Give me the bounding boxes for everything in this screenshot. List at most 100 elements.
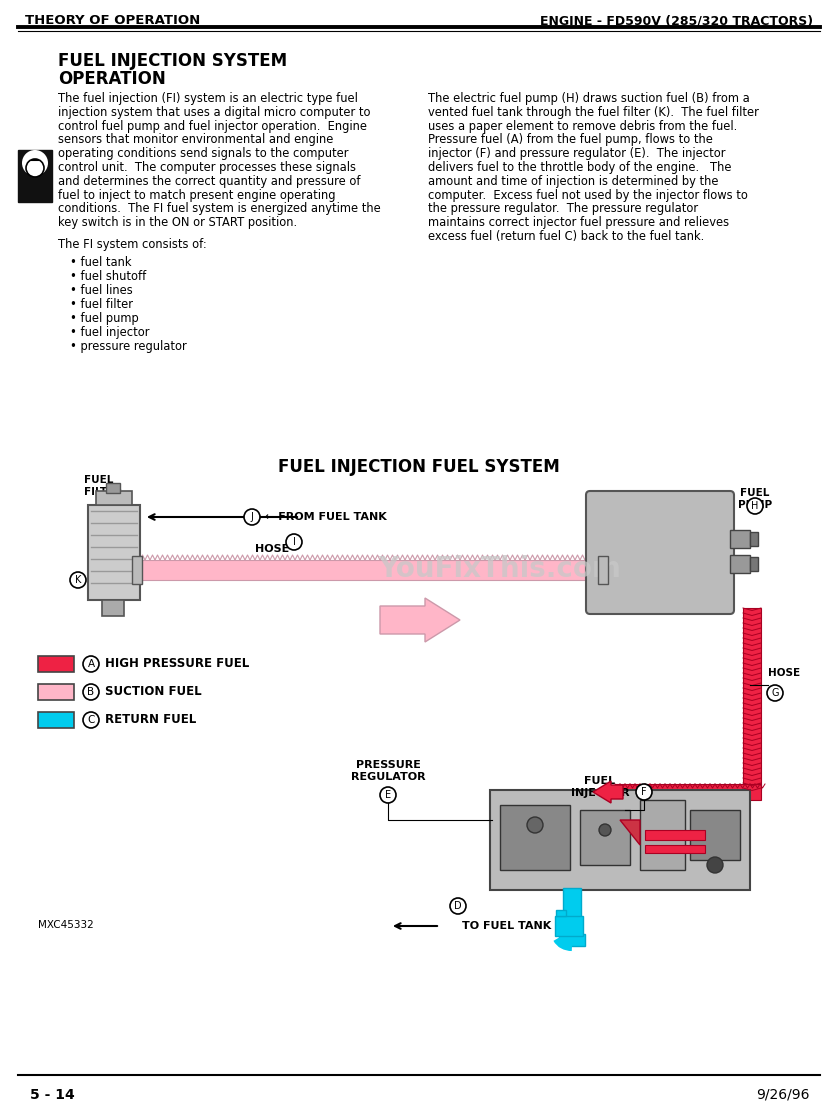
Circle shape bbox=[380, 787, 396, 803]
Text: G: G bbox=[771, 687, 779, 699]
Bar bbox=[490, 790, 750, 890]
FancyBboxPatch shape bbox=[586, 492, 734, 614]
Bar bbox=[38, 656, 74, 672]
Circle shape bbox=[707, 857, 723, 873]
Text: • pressure regulator: • pressure regulator bbox=[70, 340, 187, 353]
Text: RETURN FUEL: RETURN FUEL bbox=[105, 713, 196, 726]
Bar bbox=[102, 600, 124, 615]
Circle shape bbox=[747, 498, 763, 514]
Circle shape bbox=[286, 534, 302, 550]
Bar bbox=[730, 530, 750, 548]
Circle shape bbox=[70, 572, 86, 588]
Text: HIGH PRESSURE FUEL: HIGH PRESSURE FUEL bbox=[105, 656, 249, 670]
Text: I: I bbox=[292, 537, 296, 547]
Bar bbox=[645, 845, 705, 853]
Bar bbox=[750, 532, 758, 546]
Text: FUEL
FILTER: FUEL FILTER bbox=[84, 475, 122, 497]
Bar bbox=[500, 805, 570, 870]
Text: ENGINE - FD590V (285/320 TRACTORS): ENGINE - FD590V (285/320 TRACTORS) bbox=[540, 14, 813, 27]
Text: J: J bbox=[251, 513, 253, 523]
Text: sensors that monitor environmental and engine: sensors that monitor environmental and e… bbox=[58, 134, 334, 146]
Text: H: H bbox=[752, 501, 758, 511]
Text: delivers fuel to the throttle body of the engine.   The: delivers fuel to the throttle body of th… bbox=[428, 161, 732, 174]
Text: E: E bbox=[385, 790, 391, 800]
Text: uses a paper element to remove debris from the fuel.: uses a paper element to remove debris fr… bbox=[428, 120, 737, 133]
Bar bbox=[690, 810, 740, 860]
Bar bbox=[140, 560, 600, 580]
Bar bbox=[743, 608, 761, 790]
Text: OPERATION: OPERATION bbox=[58, 70, 166, 87]
Text: 5 - 14: 5 - 14 bbox=[30, 1088, 75, 1101]
Text: A: A bbox=[87, 659, 95, 669]
Text: control unit.  The computer processes these signals: control unit. The computer processes the… bbox=[58, 161, 356, 174]
Text: and determines the correct quantity and pressure of: and determines the correct quantity and … bbox=[58, 175, 360, 188]
Text: The fuel injection (FI) system is an electric type fuel: The fuel injection (FI) system is an ele… bbox=[58, 92, 358, 105]
Bar bbox=[598, 556, 608, 584]
Text: B: B bbox=[87, 687, 95, 697]
Text: Pressure fuel (A) from the fuel pump, flows to the: Pressure fuel (A) from the fuel pump, fl… bbox=[428, 134, 713, 146]
Bar bbox=[38, 684, 74, 700]
Bar bbox=[559, 934, 585, 946]
Text: The electric fuel pump (H) draws suction fuel (B) from a: The electric fuel pump (H) draws suction… bbox=[428, 92, 750, 105]
Text: FUEL INJECTION FUEL SYSTEM: FUEL INJECTION FUEL SYSTEM bbox=[278, 458, 560, 476]
Bar bbox=[645, 830, 705, 840]
Bar bbox=[88, 505, 140, 600]
Text: HOSE: HOSE bbox=[768, 668, 800, 677]
Text: ← FROM FUEL TANK: ← FROM FUEL TANK bbox=[265, 513, 387, 523]
Text: injector (F) and pressure regulator (E).  The injector: injector (F) and pressure regulator (E).… bbox=[428, 147, 726, 161]
Bar bbox=[580, 810, 630, 865]
Text: the pressure regulator.  The pressure regulator: the pressure regulator. The pressure reg… bbox=[428, 203, 698, 216]
Circle shape bbox=[22, 151, 48, 176]
Text: FUEL INJECTION SYSTEM: FUEL INJECTION SYSTEM bbox=[58, 52, 287, 70]
Text: key switch is in the ON or START position.: key switch is in the ON or START positio… bbox=[58, 216, 297, 229]
Text: HOSE: HOSE bbox=[255, 544, 289, 554]
Text: PRESSURE
REGULATOR: PRESSURE REGULATOR bbox=[350, 761, 426, 782]
Text: FUEL
PUMP: FUEL PUMP bbox=[738, 488, 772, 509]
Text: TO FUEL TANK: TO FUEL TANK bbox=[462, 921, 551, 931]
Text: fuel to inject to match present engine operating: fuel to inject to match present engine o… bbox=[58, 188, 335, 201]
Bar bbox=[96, 492, 132, 505]
Text: amount and time of injection is determined by the: amount and time of injection is determin… bbox=[428, 175, 718, 188]
Text: maintains correct injector fuel pressure and relieves: maintains correct injector fuel pressure… bbox=[428, 216, 729, 229]
Circle shape bbox=[450, 898, 466, 914]
Circle shape bbox=[83, 656, 99, 672]
Text: FUEL
INJECTOR: FUEL INJECTOR bbox=[571, 776, 629, 798]
Text: • fuel tank: • fuel tank bbox=[70, 256, 132, 269]
Text: K: K bbox=[75, 575, 81, 584]
Text: SUCTION FUEL: SUCTION FUEL bbox=[105, 685, 202, 699]
Text: computer.  Excess fuel not used by the injector flows to: computer. Excess fuel not used by the in… bbox=[428, 188, 747, 201]
Text: excess fuel (return fuel C) back to the fuel tank.: excess fuel (return fuel C) back to the … bbox=[428, 230, 704, 244]
Text: injection system that uses a digital micro computer to: injection system that uses a digital mic… bbox=[58, 106, 370, 118]
Text: THEORY OF OPERATION: THEORY OF OPERATION bbox=[25, 14, 200, 27]
Text: 9/26/96: 9/26/96 bbox=[757, 1088, 810, 1101]
Text: operating conditions send signals to the computer: operating conditions send signals to the… bbox=[58, 147, 349, 161]
Circle shape bbox=[83, 712, 99, 728]
Circle shape bbox=[767, 685, 783, 701]
Text: • fuel pump: • fuel pump bbox=[70, 312, 139, 325]
Text: • fuel lines: • fuel lines bbox=[70, 284, 132, 297]
Text: The FI system consists of:: The FI system consists of: bbox=[58, 238, 207, 251]
Polygon shape bbox=[620, 820, 640, 845]
Text: • fuel injector: • fuel injector bbox=[70, 325, 149, 339]
Bar bbox=[640, 800, 685, 870]
Bar bbox=[106, 483, 120, 493]
Bar bbox=[18, 151, 52, 201]
Text: • fuel shutoff: • fuel shutoff bbox=[70, 270, 147, 283]
Bar bbox=[563, 888, 581, 938]
Bar bbox=[750, 557, 758, 571]
Text: control fuel pump and fuel injector operation.  Engine: control fuel pump and fuel injector oper… bbox=[58, 120, 367, 133]
Text: D: D bbox=[454, 901, 462, 911]
Bar bbox=[132, 556, 142, 584]
Bar bbox=[555, 915, 583, 937]
FancyArrow shape bbox=[380, 598, 460, 642]
Circle shape bbox=[244, 509, 260, 525]
Text: conditions.  The FI fuel system is energized anytime the: conditions. The FI fuel system is energi… bbox=[58, 203, 380, 216]
Bar bbox=[730, 555, 750, 573]
FancyArrow shape bbox=[593, 782, 623, 803]
Circle shape bbox=[26, 159, 44, 177]
Bar bbox=[556, 910, 566, 915]
Text: MXC45332: MXC45332 bbox=[38, 920, 94, 930]
Bar bbox=[615, 784, 761, 800]
Circle shape bbox=[599, 824, 611, 836]
Text: F: F bbox=[641, 787, 647, 797]
